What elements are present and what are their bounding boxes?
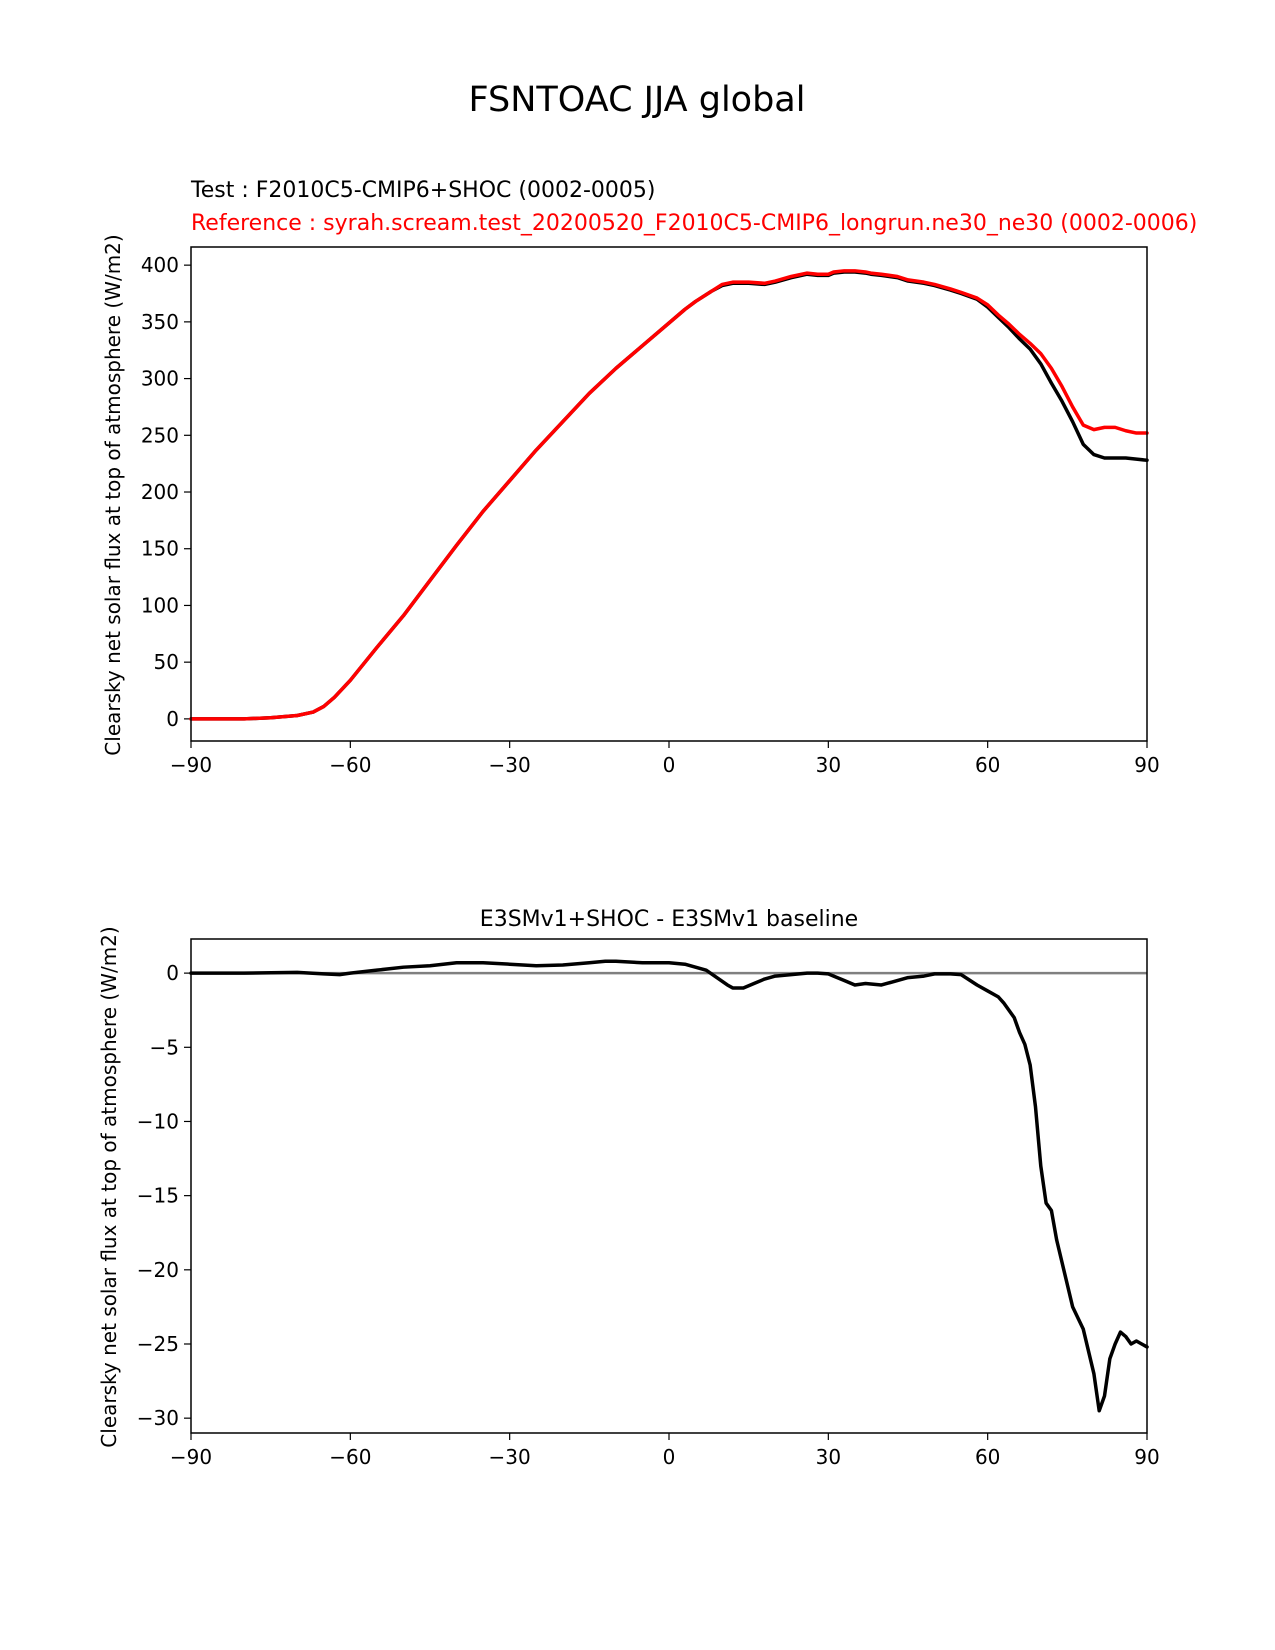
chart-top-ytick-label: 0 — [166, 707, 179, 731]
chart-bottom-ytick-label: −20 — [137, 1258, 179, 1282]
chart-top-ytick-label: 250 — [141, 423, 179, 447]
chart-bottom-ytick-label: −5 — [150, 1035, 179, 1059]
chart-top-title-test: Test : F2010C5-CMIP6+SHOC (0002-0005) — [190, 178, 655, 203]
chart-top-ytick-label: 300 — [141, 367, 179, 391]
figure-title: FSNTOAC JJA global — [469, 80, 806, 120]
chart-top-title-reference: Reference : syrah.scream.test_20200520_F… — [191, 211, 1197, 236]
chart-top-series-reference — [189, 269, 1149, 721]
chart-top-xtick-label: 60 — [975, 753, 1000, 777]
chart-bottom-ytick-label: 0 — [166, 961, 179, 985]
chart-bottom-xtick-label: −90 — [170, 1445, 212, 1469]
chart-top-ylabel: Clearsky net solar flux at top of atmosp… — [101, 234, 125, 755]
chart-bottom-xtick-label: 30 — [816, 1445, 841, 1469]
chart-top-series — [189, 269, 1149, 721]
chart-bottom-ticks: −90 −60 −30 0 30 60 90 0 −5 −10 −15 −20 −25 −30 — [137, 961, 1160, 1469]
chart-top-xtick-label: 90 — [1134, 753, 1159, 777]
chart-bottom: E3SMv1+SHOC - E3SMv1 baseline Clearsky n… — [97, 907, 1160, 1469]
chart-top-xtick-label: 30 — [816, 753, 841, 777]
chart-bottom-xtick-label: −30 — [489, 1445, 531, 1469]
chart-bottom-xtick-label: 90 — [1134, 1445, 1159, 1469]
chart-top-xtick-label: −60 — [329, 753, 371, 777]
chart-top-ytick-label: 50 — [154, 650, 179, 674]
chart-top-xtick-label: 0 — [663, 753, 676, 777]
chart-bottom-ytick-label: −30 — [137, 1406, 179, 1430]
chart-top-ytick-label: 350 — [141, 310, 179, 334]
chart-bottom-xtick-label: 60 — [975, 1445, 1000, 1469]
chart-top-ytick-label: 100 — [141, 593, 179, 617]
chart-bottom-xtick-label: 0 — [663, 1445, 676, 1469]
chart-top-ytick-label: 200 — [141, 480, 179, 504]
chart-bottom-ytick-label: −10 — [137, 1109, 179, 1133]
chart-bottom-series-difference — [189, 959, 1149, 1413]
chart-top: Test : F2010C5-CMIP6+SHOC (0002-0005) Re… — [101, 178, 1197, 777]
chart-top-xtick-label: −30 — [489, 753, 531, 777]
chart-bottom-ytick-label: −15 — [137, 1184, 179, 1208]
chart-top-ytick-label: 400 — [141, 253, 179, 277]
chart-bottom-xtick-label: −60 — [329, 1445, 371, 1469]
chart-bottom-ylabel: Clearsky net solar flux at top of atmosp… — [97, 926, 121, 1447]
chart-top-xtick-label: −90 — [170, 753, 212, 777]
chart-bottom-title: E3SMv1+SHOC - E3SMv1 baseline — [480, 907, 858, 932]
chart-bottom-series — [189, 959, 1149, 1413]
chart-bottom-axes-frame — [190, 938, 1148, 1434]
chart-top-axes-frame — [190, 246, 1148, 742]
chart-top-ticks: −90 −60 −30 0 30 60 90 0 50 100 150 200 250 300 350 400 — [141, 253, 1160, 777]
chart-bottom-ytick-label: −25 — [137, 1332, 179, 1356]
chart-top-ytick-label: 150 — [141, 537, 179, 561]
